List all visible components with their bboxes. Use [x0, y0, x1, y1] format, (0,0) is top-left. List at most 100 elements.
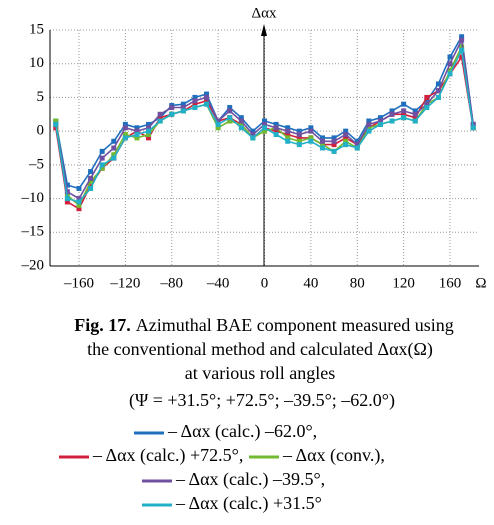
data-point	[401, 115, 407, 121]
data-point	[354, 142, 360, 148]
data-point	[238, 121, 244, 127]
data-point	[122, 121, 128, 127]
data-point	[88, 175, 94, 181]
data-point	[262, 125, 267, 131]
data-point	[273, 128, 279, 134]
data-point	[111, 145, 117, 151]
data-point	[343, 135, 349, 141]
data-point	[285, 128, 291, 134]
data-point	[204, 94, 210, 100]
x-tick-label: 40	[303, 275, 318, 291]
data-point	[157, 115, 163, 121]
data-point	[250, 135, 256, 141]
data-point	[319, 138, 325, 144]
data-point	[227, 115, 233, 121]
data-point	[273, 125, 279, 131]
data-point	[377, 121, 383, 127]
data-point	[285, 135, 291, 141]
caption-line: Azimuthal BAE component measured using	[136, 315, 454, 335]
data-point	[169, 111, 175, 117]
data-point	[262, 121, 267, 127]
data-point	[192, 105, 198, 111]
y-tick-label: –10	[21, 190, 45, 206]
data-point	[285, 125, 291, 131]
data-point	[64, 182, 70, 188]
data-point	[447, 61, 453, 67]
caption-label: Fig. 17.	[74, 315, 131, 335]
x-tick-label: 80	[350, 275, 365, 291]
data-point	[470, 125, 476, 131]
data-point	[366, 128, 372, 134]
data-point	[412, 118, 418, 124]
data-point	[308, 128, 314, 134]
data-point	[146, 128, 152, 134]
data-point	[76, 206, 82, 212]
y-tick-label: –20	[21, 257, 45, 273]
data-point	[435, 88, 441, 94]
data-point	[366, 118, 372, 124]
data-point	[76, 202, 82, 208]
data-point	[331, 142, 337, 148]
data-point	[389, 111, 395, 117]
data-point	[401, 111, 407, 117]
data-point	[238, 125, 244, 131]
data-point	[111, 155, 117, 161]
x-tick-label: –120	[109, 275, 140, 291]
data-point	[343, 132, 349, 138]
data-point	[204, 98, 210, 104]
data-point	[146, 132, 152, 138]
data-point	[285, 138, 291, 144]
legend-label: – Δαx (calc.) –62.0°,	[167, 421, 317, 442]
x-tick-label: 0	[261, 275, 269, 291]
data-point	[146, 125, 152, 131]
data-point	[447, 67, 453, 73]
data-point	[435, 94, 441, 100]
subtitle: (Ψ = +31.5°; +72.5°; –39.5°; –62.0°)	[129, 390, 395, 411]
data-point	[88, 179, 94, 185]
x-tick-label: –80	[159, 275, 183, 291]
data-point	[227, 118, 233, 124]
data-point	[412, 115, 418, 121]
data-point	[88, 182, 94, 188]
data-point	[447, 71, 453, 77]
data-point	[53, 121, 59, 127]
data-point	[192, 94, 198, 100]
data-point	[296, 132, 302, 138]
data-point	[343, 128, 349, 134]
data-point	[424, 94, 430, 100]
data-point	[412, 111, 418, 117]
data-point	[157, 111, 163, 117]
x-tick-label: –40	[206, 275, 230, 291]
legend-label: – Δαx (calc.) +72.5°,	[92, 445, 243, 466]
data-point	[435, 81, 441, 87]
legend-label: – Δαx (calc.) +31.5°	[175, 493, 322, 514]
data-point	[180, 101, 186, 107]
data-point	[424, 105, 430, 111]
legend-label: – Δαx (conv.),	[282, 445, 385, 466]
data-point	[64, 199, 70, 205]
data-point	[296, 135, 302, 141]
data-point	[111, 138, 117, 144]
data-point	[53, 118, 59, 124]
data-point	[227, 108, 233, 114]
data-point	[122, 132, 128, 138]
data-point	[238, 118, 244, 124]
data-point	[122, 125, 128, 131]
data-point	[331, 148, 337, 154]
data-point	[99, 165, 105, 171]
data-point	[180, 108, 186, 114]
y-tick-label: 0	[37, 123, 45, 139]
data-point	[366, 125, 372, 131]
data-point	[377, 115, 383, 121]
y-axis-label: Δαx	[251, 5, 277, 21]
data-point	[319, 145, 325, 151]
data-point	[319, 135, 325, 141]
data-point	[134, 135, 140, 141]
data-point	[238, 115, 244, 121]
data-point	[146, 121, 152, 127]
data-point	[215, 125, 221, 131]
caption-title: Fig. 17. Azimuthal BAE component measured…	[74, 315, 453, 335]
data-point	[377, 118, 383, 124]
x-axis-label: Ω	[475, 275, 486, 291]
